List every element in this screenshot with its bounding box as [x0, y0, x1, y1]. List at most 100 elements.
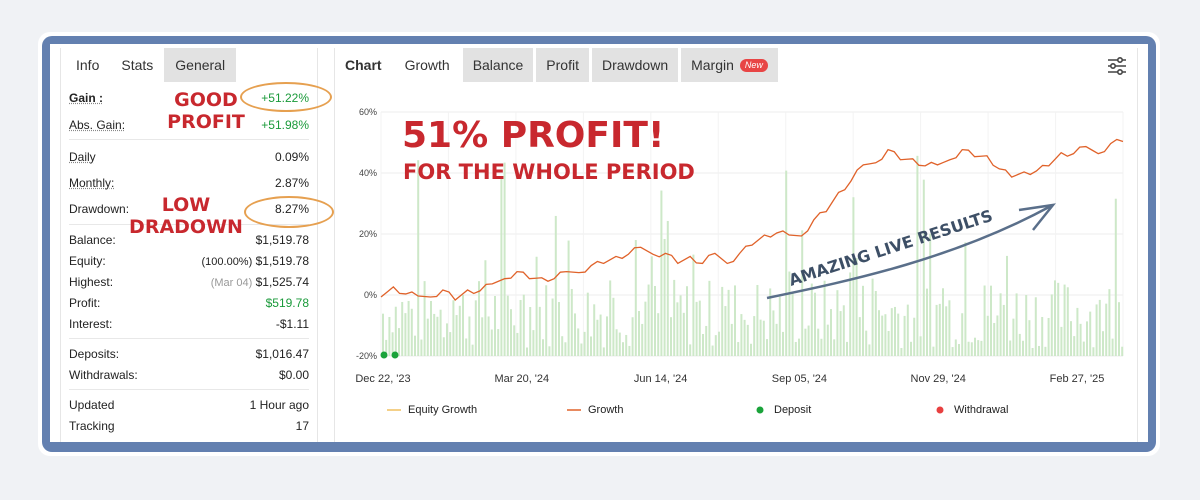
- equity-bar: [564, 342, 567, 356]
- chart-tabs: Chart Growth Balance Profit Drawdown Mar…: [335, 48, 1137, 82]
- equity-bar: [993, 322, 996, 356]
- equity-bar: [865, 330, 868, 356]
- equity-bar: [996, 315, 999, 356]
- tab-general[interactable]: General: [164, 48, 237, 82]
- stat-label: Deposits:: [69, 346, 120, 361]
- equity-bar: [554, 215, 557, 356]
- equity-bar: [625, 334, 628, 356]
- equity-bar: [974, 337, 976, 356]
- equity-bar: [772, 310, 775, 356]
- filter-settings-icon[interactable]: [1105, 54, 1129, 78]
- equity-bar: [1111, 338, 1114, 356]
- equity-bar: [468, 316, 471, 356]
- equity-bar: [820, 338, 823, 356]
- equity-bar: [471, 344, 474, 356]
- equity-bar: [958, 344, 960, 356]
- equity-bar: [433, 313, 436, 356]
- equity-bar: [561, 336, 564, 356]
- equity-bar: [753, 316, 756, 356]
- stat-label[interactable]: Gain :: [69, 90, 104, 105]
- tab-margin[interactable]: Margin New: [681, 48, 778, 82]
- equity-bar: [631, 317, 634, 356]
- equity-bar: [743, 319, 746, 356]
- equity-bar: [628, 345, 631, 356]
- stat-label[interactable]: Daily: [69, 149, 96, 164]
- equity-bar: [532, 330, 535, 356]
- tab-info[interactable]: Info: [65, 48, 111, 82]
- equity-bar: [980, 340, 983, 356]
- equity-bar: [545, 285, 548, 356]
- stat-label[interactable]: Monthly:: [69, 175, 115, 190]
- stat-profit: Profit: $519.78: [69, 292, 309, 313]
- equity-bar: [478, 281, 480, 356]
- equity-bar: [657, 313, 660, 356]
- tab-balance[interactable]: Balance: [462, 48, 534, 82]
- divider: [69, 389, 309, 390]
- equity-bar: [510, 309, 512, 356]
- arrow-shaft: [766, 204, 1052, 300]
- equity-bar: [814, 292, 816, 356]
- stat-withdrawals: Withdrawals: $0.00: [69, 364, 309, 385]
- equity-bar: [455, 315, 458, 356]
- equity-bar: [922, 179, 925, 356]
- equity-bar: [500, 176, 503, 356]
- tab-profit[interactable]: Profit: [536, 48, 589, 82]
- equity-bar: [801, 230, 804, 356]
- tab-chart[interactable]: Chart: [335, 48, 392, 82]
- equity-bar: [791, 291, 794, 356]
- equity-bar: [586, 292, 589, 356]
- y-tick-label: 40%: [359, 168, 377, 178]
- arrow-label: AMAZING LIVE RESULTS: [786, 206, 995, 290]
- equity-bar: [465, 338, 468, 356]
- deposit-markers: [380, 351, 399, 359]
- equity-bar: [1079, 323, 1082, 356]
- tab-growth[interactable]: Growth: [394, 48, 460, 82]
- stat-value: $0.00: [278, 367, 309, 382]
- equity-bar: [708, 280, 711, 356]
- equity-bar: [1002, 304, 1005, 356]
- equity-percent: (100.00%): [201, 255, 253, 268]
- y-tick-label: 0%: [364, 290, 377, 300]
- equity-bar: [1092, 347, 1095, 356]
- equity-bar: [490, 329, 493, 356]
- tab-drawdown[interactable]: Drawdown: [591, 48, 679, 82]
- divider: [69, 139, 309, 140]
- equity-bar: [487, 316, 490, 356]
- x-tick-label: Dec 22, '23: [355, 373, 410, 385]
- equity-bar: [1050, 294, 1053, 356]
- equity-bar: [938, 303, 941, 356]
- legend-label: Growth: [588, 404, 623, 416]
- equity-bar: [932, 346, 935, 356]
- equity-bar: [1086, 321, 1088, 356]
- y-tick-label: -20%: [356, 351, 377, 361]
- equity-bar: [1070, 321, 1072, 356]
- divider: [69, 338, 309, 339]
- equity-bar: [1015, 293, 1018, 356]
- equity-bar: [839, 311, 842, 356]
- equity-bar: [935, 304, 938, 356]
- equity-bar: [522, 294, 525, 356]
- equity-bar: [1054, 280, 1056, 356]
- equity-bar: [1095, 304, 1098, 356]
- stat-value: 17: [295, 418, 309, 433]
- tab-stats[interactable]: Stats: [110, 48, 165, 82]
- equity-bar: [538, 306, 541, 356]
- equity-bar: [615, 329, 618, 356]
- good-profit-line-2: PROFIT: [167, 111, 245, 133]
- y-tick-label: 20%: [359, 229, 377, 239]
- stat-value: $519.78: [265, 295, 309, 310]
- equity-bar: [951, 347, 954, 356]
- equity-bar: [638, 311, 640, 356]
- equity-bar: [1108, 289, 1111, 356]
- equity-bar: [868, 344, 871, 356]
- equity-bar: [967, 341, 970, 356]
- stat-equity: Equity: (100.00%) $1,519.78: [69, 250, 309, 271]
- equity-bar: [567, 240, 570, 356]
- equity-bar: [756, 284, 759, 356]
- equity-bar: [1063, 284, 1066, 356]
- stat-label[interactable]: Abs. Gain:: [69, 117, 126, 132]
- equity-bar: [609, 280, 612, 356]
- tab-margin-label: Margin: [691, 57, 734, 73]
- equity-bar: [714, 335, 717, 356]
- equity-bar: [711, 345, 714, 356]
